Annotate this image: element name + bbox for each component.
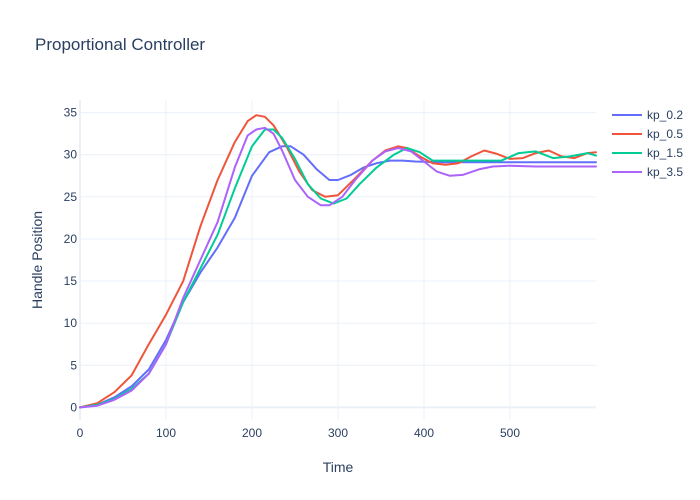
series-line-kp-0-5 (79, 114, 597, 409)
grid-layer (79, 100, 596, 420)
y-tick-label: 35 (64, 106, 78, 120)
legend-label: kp_0.5 (647, 127, 683, 141)
legend-label: kp_1.5 (647, 146, 683, 160)
y-axis-title: Handle Position (29, 211, 45, 309)
y-tick-label: 10 (64, 316, 78, 330)
x-tick-label: 300 (328, 426, 348, 440)
y-axis-ticks: 0 5 10 15 20 25 30 35 (64, 106, 78, 415)
y-tick-label: 15 (64, 274, 78, 288)
series-line-kp-3-5 (79, 126, 597, 409)
y-tick-label: 30 (64, 148, 78, 162)
legend-item[interactable]: kp_0.5 (612, 127, 683, 141)
legend: kp_0.2 kp_0.5 kp_1.5 kp_3.5 (612, 108, 683, 179)
series-layer (79, 114, 597, 409)
legend-item[interactable]: kp_3.5 (612, 165, 683, 179)
x-axis-ticks: 0 100 200 300 400 500 (77, 426, 521, 440)
y-tick-label: 20 (64, 232, 78, 246)
x-axis-title: Time (323, 459, 354, 475)
x-tick-label: 0 (77, 426, 84, 440)
legend-item[interactable]: kp_0.2 (612, 108, 683, 122)
legend-label: kp_3.5 (647, 165, 683, 179)
x-tick-label: 200 (242, 426, 262, 440)
y-tick-label: 0 (70, 400, 77, 414)
x-tick-label: 400 (414, 426, 434, 440)
x-tick-label: 500 (500, 426, 520, 440)
y-tick-label: 25 (64, 190, 78, 204)
legend-item[interactable]: kp_1.5 (612, 146, 683, 160)
chart-title: Proportional Controller (35, 35, 205, 54)
legend-label: kp_0.2 (647, 108, 683, 122)
y-tick-label: 5 (70, 358, 77, 372)
x-tick-label: 100 (156, 426, 176, 440)
series-line-kp-0-2 (79, 145, 597, 409)
